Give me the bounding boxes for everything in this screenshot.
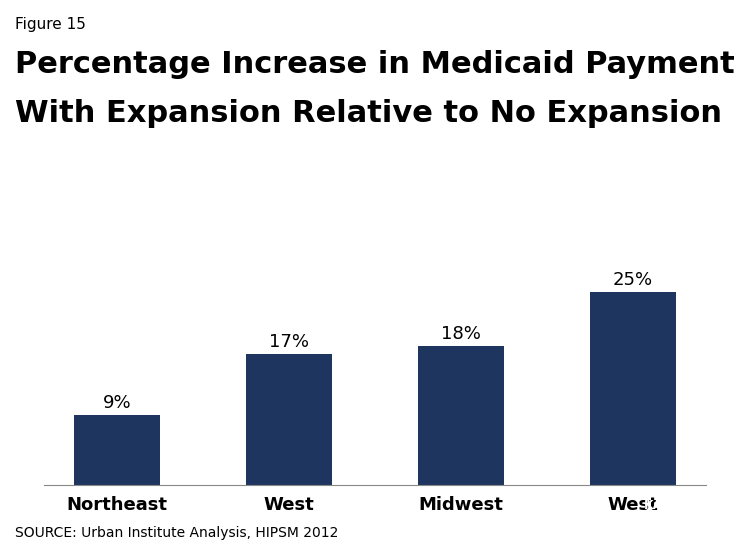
Text: SOURCE: Urban Institute Analysis, HIPSM 2012: SOURCE: Urban Institute Analysis, HIPSM … — [15, 526, 338, 540]
Text: FAMILY: FAMILY — [645, 512, 693, 526]
Text: FOUNDATION: FOUNDATION — [646, 530, 692, 535]
Text: 9%: 9% — [103, 395, 132, 412]
Text: 18%: 18% — [441, 325, 481, 343]
Text: 25%: 25% — [612, 271, 653, 289]
Text: Percentage Increase in Medicaid Payments to Hospitals: Percentage Increase in Medicaid Payments… — [15, 50, 735, 79]
Text: KAISER: KAISER — [643, 499, 695, 512]
Bar — [417, 346, 503, 485]
Text: With Expansion Relative to No Expansion: With Expansion Relative to No Expansion — [15, 99, 722, 128]
Text: Figure 15: Figure 15 — [15, 17, 85, 31]
Text: 17%: 17% — [269, 333, 309, 350]
Text: THE HENRY J.: THE HENRY J. — [646, 488, 692, 494]
Bar — [246, 354, 332, 485]
Bar — [589, 292, 675, 485]
Bar — [74, 415, 160, 485]
